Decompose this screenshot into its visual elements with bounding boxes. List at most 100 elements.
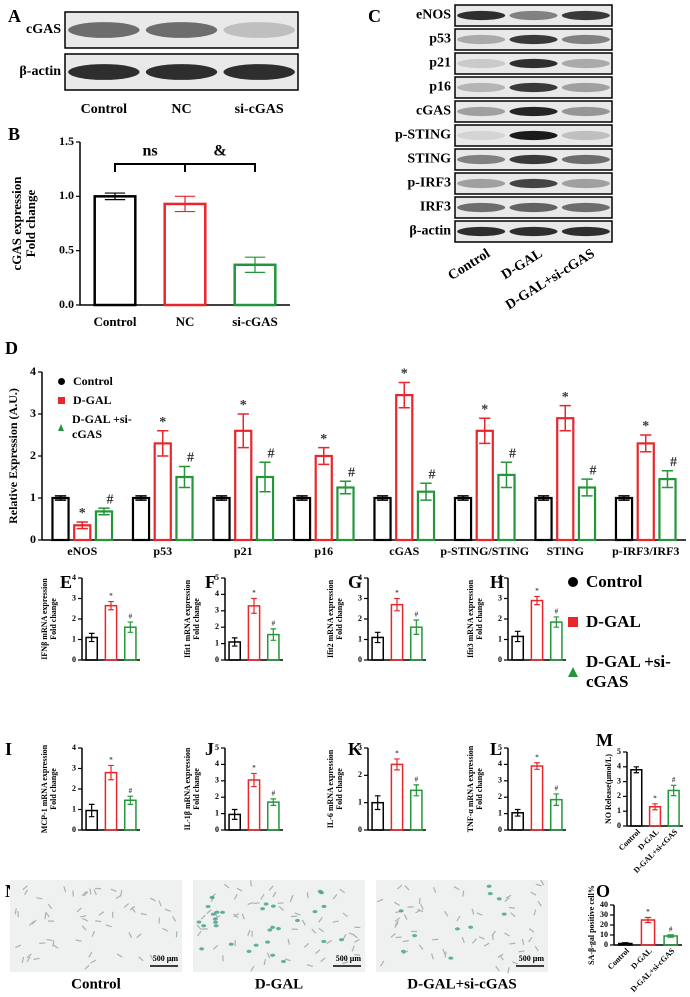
error-bar — [215, 495, 228, 501]
x-tick-label: cGAS — [389, 544, 419, 558]
blot-row-label: p-IRF3 — [407, 176, 451, 191]
blot-row-label: p16 — [429, 80, 451, 95]
cell — [26, 953, 32, 959]
scale-bar-label: 500 μm — [519, 954, 545, 963]
stained-cell — [205, 904, 211, 909]
legend-entry: D-GAL +si-cGAS — [58, 412, 138, 442]
error-bar — [514, 630, 521, 643]
y-tick-label: 5 — [215, 743, 219, 752]
error-bar — [251, 597, 257, 614]
stained-cell — [412, 934, 418, 938]
bar — [453, 496, 473, 542]
y-tick-label: 2 — [72, 784, 76, 793]
stained-cell — [220, 910, 226, 914]
panel-label: J — [205, 739, 214, 759]
legend-entry: D-GAL — [568, 612, 690, 632]
bar-label: # — [272, 789, 276, 797]
bar — [475, 429, 494, 542]
x-tick-label: Control — [606, 946, 632, 972]
stained-cell — [213, 924, 219, 928]
stained-cell — [214, 910, 220, 914]
cell — [115, 894, 122, 900]
scale-bar-label: 500 μm — [336, 954, 362, 963]
blot-band — [509, 10, 558, 21]
y-tick-label: 0 — [72, 825, 76, 834]
blot-band — [145, 22, 218, 38]
error-bar — [174, 195, 196, 213]
cell — [162, 927, 169, 932]
bar — [336, 486, 355, 542]
cell — [294, 912, 301, 916]
cell — [250, 880, 252, 887]
cell — [138, 956, 144, 962]
stained-cell — [196, 920, 202, 924]
y-tick-label: 0 — [358, 655, 362, 664]
y-tick-label: 2 — [30, 448, 36, 462]
cell — [394, 922, 399, 928]
cell — [320, 957, 326, 963]
cell — [380, 960, 385, 967]
y-tick-label: 4 — [617, 762, 621, 771]
error-bar — [259, 461, 271, 493]
cell — [95, 920, 102, 923]
legend-label: Control — [73, 374, 113, 388]
stained-cell — [398, 909, 404, 913]
stained-cell — [487, 892, 493, 896]
cell — [377, 898, 384, 903]
error-bar — [633, 766, 640, 774]
cell — [268, 885, 274, 891]
stained-cell — [294, 918, 300, 923]
error-bar — [581, 478, 593, 497]
cell — [530, 891, 537, 896]
blot-band — [561, 34, 610, 45]
cell — [21, 956, 25, 964]
cell — [505, 894, 512, 899]
stained-cell — [319, 891, 325, 895]
y-axis-label: Fold change — [192, 768, 201, 810]
cell — [14, 908, 17, 915]
cell — [206, 909, 212, 914]
bar-label: # — [672, 776, 676, 784]
bar — [530, 599, 544, 661]
y-tick-label: 1.5 — [59, 134, 74, 148]
error-bar — [394, 758, 400, 771]
cell — [110, 888, 117, 892]
bar-label: * — [642, 419, 649, 434]
cell — [116, 953, 123, 958]
error-bar — [244, 256, 266, 273]
panel-label: E — [60, 572, 72, 592]
y-axis-label: MCP-1 mRNA expression — [40, 744, 49, 833]
cell — [301, 919, 306, 926]
error-bar — [374, 631, 381, 644]
blot-row-label: p-STING — [395, 128, 451, 143]
y-tick-label: 3 — [617, 776, 621, 785]
y-tick-label: 4 — [30, 364, 36, 378]
y-tick-label: 5 — [617, 747, 621, 756]
y-tick-label: 0 — [215, 825, 219, 834]
cell — [91, 930, 95, 937]
y-tick-label: 3 — [72, 593, 76, 602]
y-tick-label: 0 — [215, 655, 219, 664]
cell — [415, 909, 422, 914]
error-bar — [88, 803, 95, 818]
bar — [640, 919, 656, 946]
legend-marker — [58, 378, 65, 385]
cell — [90, 959, 97, 964]
blot-band — [457, 178, 506, 189]
cell — [233, 893, 238, 900]
cell — [507, 967, 510, 974]
stained-cell — [339, 938, 345, 942]
panel-label: L — [490, 739, 502, 759]
bar-label: # — [129, 613, 133, 621]
bar-label: # — [187, 451, 194, 466]
cell — [131, 907, 136, 913]
error-bar — [534, 762, 540, 770]
cell — [164, 908, 171, 912]
stained-cell — [209, 895, 215, 900]
bar-label: * — [653, 794, 657, 802]
y-tick-label: 40 — [600, 900, 608, 909]
cell — [342, 934, 347, 940]
blot-band — [457, 202, 506, 213]
bar — [212, 496, 231, 542]
cell — [250, 965, 255, 972]
